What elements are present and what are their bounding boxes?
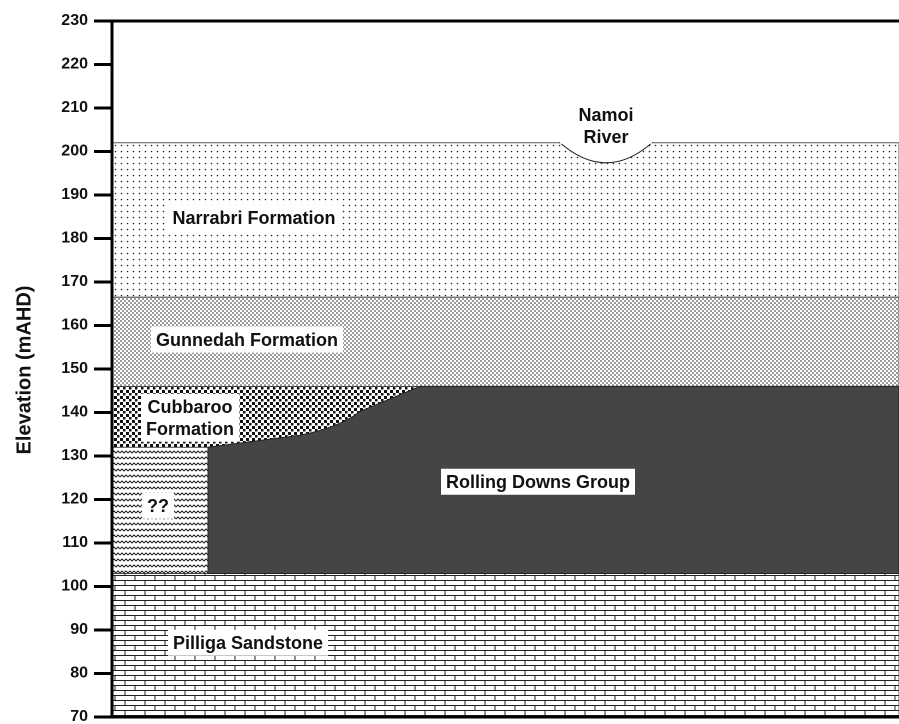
river-label: Namoi <box>578 105 633 125</box>
y-tick-label: 190 <box>61 186 88 203</box>
label-box <box>151 326 343 353</box>
label-box <box>141 393 239 442</box>
y-tick-label: 230 <box>61 12 88 29</box>
river-channel <box>558 142 654 164</box>
y-tick-label: 120 <box>61 491 88 508</box>
y-tick-label: 150 <box>61 360 88 377</box>
layer-label: Gunnedah Formation <box>156 330 338 350</box>
y-tick-label: 160 <box>61 317 88 334</box>
y-tick-label: 110 <box>62 534 88 551</box>
layer-label: ?? <box>147 496 169 516</box>
y-tick-label: 170 <box>61 273 88 290</box>
y-tick-label: 220 <box>61 56 88 73</box>
y-tick-label: 200 <box>61 143 88 160</box>
river-label: River <box>583 127 628 147</box>
y-tick-label: 100 <box>61 578 88 595</box>
ground-cover <box>560 140 652 144</box>
y-tick-label: 90 <box>70 621 88 638</box>
layer-label: Rolling Downs Group <box>446 472 630 492</box>
layer-label: Cubbaroo <box>148 397 233 417</box>
y-tick-label: 140 <box>61 404 88 421</box>
layer-label: Formation <box>146 419 234 439</box>
y-axis-label: Elevation (mAHD) <box>13 286 35 455</box>
layer-label: Pilliga Sandstone <box>173 633 323 653</box>
y-tick-label: 70 <box>70 708 88 724</box>
y-tick-label: 210 <box>61 99 88 116</box>
y-tick-label: 80 <box>70 665 88 682</box>
label-box <box>167 204 341 231</box>
label-box <box>142 492 174 519</box>
y-tick-label: 130 <box>61 447 88 464</box>
layer-label: Narrabri Formation <box>172 208 335 228</box>
label-box <box>167 629 329 656</box>
y-tick-label: 180 <box>61 230 88 247</box>
label-box <box>441 468 635 495</box>
